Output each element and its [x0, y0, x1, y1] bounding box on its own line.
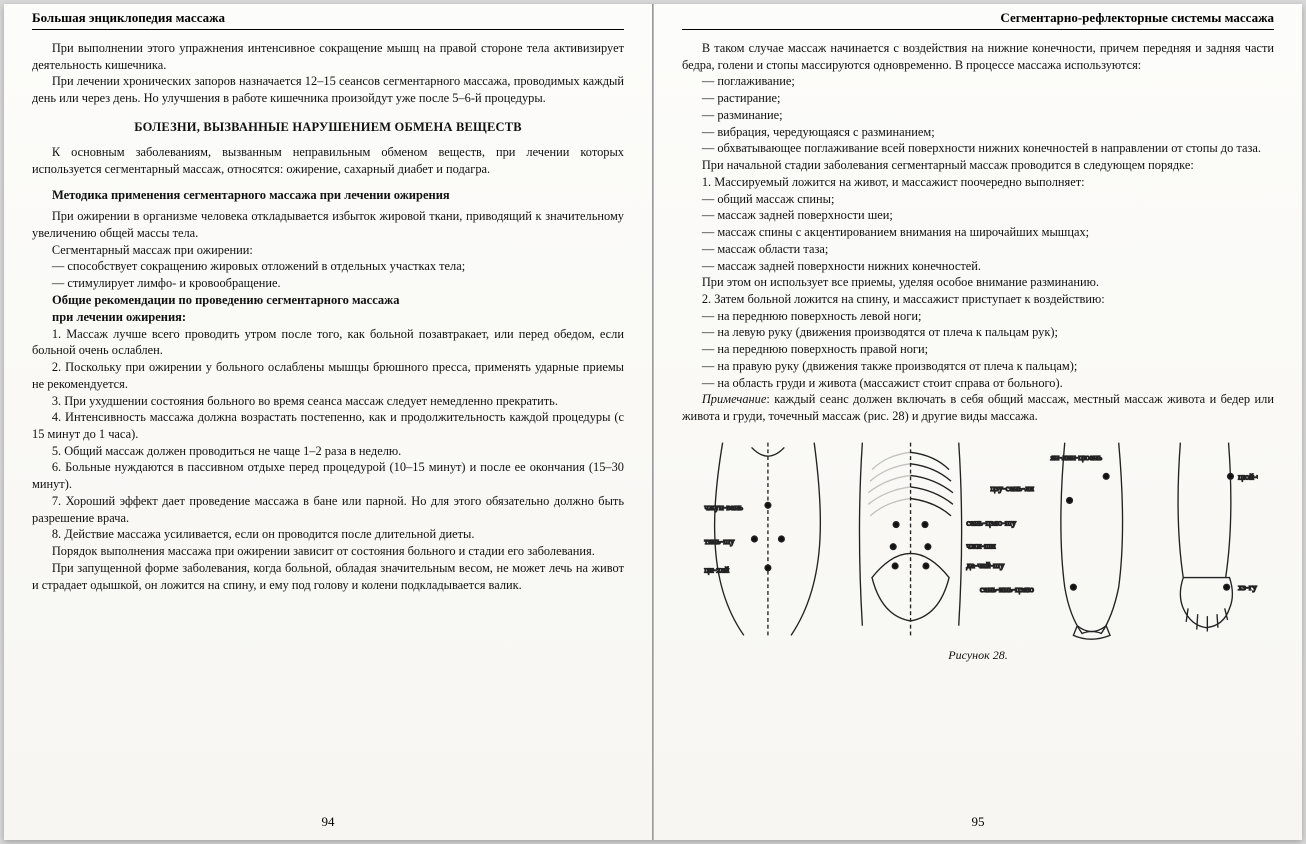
- fig-label: хэ-гу: [1238, 582, 1257, 592]
- list-item: на левую руку (движения производятся от …: [682, 324, 1274, 341]
- numbered-item: 7. Хороший эффект дает проведение массаж…: [32, 493, 624, 526]
- page-left: Большая энциклопедия массажа При выполне…: [4, 4, 653, 840]
- list-item: вибрация, чередующаяся с разминанием;: [682, 124, 1274, 141]
- list-item: массаж задней поверхности шеи;: [682, 207, 1274, 224]
- note-label: Примечание: [702, 392, 767, 406]
- fig-label: сань-цзяо-шу: [966, 517, 1016, 527]
- list-item: на область груди и живота (массажист сто…: [682, 375, 1274, 392]
- list-item: поглаживание;: [682, 73, 1274, 90]
- paragraph: К основным заболеваниям, вызванным непра…: [32, 144, 624, 177]
- fig-label: да-чай-шу: [966, 560, 1005, 570]
- body-left: При выполнении этого упражнения интенсив…: [32, 40, 624, 810]
- paragraph: Порядок выполнения массажа при ожирении …: [32, 543, 624, 560]
- list-item: на правую руку (движения также производя…: [682, 358, 1274, 375]
- list-item: стимулирует лимфо- и кровообращение.: [32, 275, 624, 292]
- list-item: разминание;: [682, 107, 1274, 124]
- paragraph: При лечении хронических запоров назначае…: [32, 73, 624, 106]
- list-item: способствует сокращению жировых отложени…: [32, 258, 624, 275]
- fig-label: чжи-ши: [966, 541, 996, 551]
- fig-label: сань-инь-цзяю: [980, 584, 1034, 594]
- fig-label: цюй-чи: [1238, 471, 1258, 481]
- list-item: массаж области таза;: [682, 241, 1274, 258]
- list-item: на переднюю поверхность правой ноги;: [682, 341, 1274, 358]
- fig-label: ци-хай: [704, 565, 729, 575]
- paragraph: Сегментарный массаж при ожирении:: [32, 242, 624, 259]
- anatomy-diagram-icon: чжун-вань тянь-шу ци-хай: [698, 433, 1258, 645]
- fig-label: чжун-вань: [704, 502, 743, 512]
- list-item: массаж спины с акцентированием внимания …: [682, 224, 1274, 241]
- numbered-item: 4. Интенсивность массажа должна возраста…: [32, 409, 624, 442]
- numbered-item: 1. Массируемый ложится на живот, и масса…: [682, 174, 1274, 191]
- list-item: на переднюю поверхность левой ноги;: [682, 308, 1274, 325]
- note-body: : каждый сеанс должен включать в себя об…: [682, 392, 1274, 423]
- running-head-left: Большая энциклопедия массажа: [32, 10, 624, 30]
- paragraph: В таком случае массаж начинается с возде…: [682, 40, 1274, 73]
- list-item: обхватывающее поглаживание всей поверхно…: [682, 140, 1274, 157]
- numbered-item: 2. Затем больной ложится на спину, и мас…: [682, 291, 1274, 308]
- list-item: общий массаж спины;: [682, 191, 1274, 208]
- numbered-item: 5. Общий массаж должен проводиться не ча…: [32, 443, 624, 460]
- figure-28: чжун-вань тянь-шу ци-хай: [682, 433, 1274, 663]
- book-spread: Большая энциклопедия массажа При выполне…: [4, 4, 1302, 840]
- numbered-item: 3. При ухудшении состояния больного во в…: [32, 393, 624, 410]
- section-heading: БОЛЕЗНИ, ВЫЗВАННЫЕ НАРУШЕНИЕМ ОБМЕНА ВЕЩ…: [32, 119, 624, 136]
- list-item: массаж задней поверхности нижних конечно…: [682, 258, 1274, 275]
- numbered-item: 2. Поскольку при ожирении у больного осл…: [32, 359, 624, 392]
- page-right: Сегментарно-рефлекторные системы массажа…: [653, 4, 1302, 840]
- subsection-heading: Общие рекомендации по проведению сегмент…: [32, 292, 624, 309]
- numbered-item: 1. Массаж лучше всего проводить утром по…: [32, 326, 624, 359]
- body-right: В таком случае массаж начинается с возде…: [682, 40, 1274, 810]
- running-head-right: Сегментарно-рефлекторные системы массажа: [682, 10, 1274, 30]
- numbered-item: 8. Действие массажа усиливается, если он…: [32, 526, 624, 543]
- paragraph: При начальной стадии заболевания сегмент…: [682, 157, 1274, 174]
- subsection-heading: при лечении ожирения:: [32, 309, 624, 326]
- fig-label: ян-лин-цюань: [1051, 452, 1103, 462]
- page-number-left: 94: [32, 814, 624, 830]
- list-item: растирание;: [682, 90, 1274, 107]
- subsection-heading: Методика применения сегментарного массаж…: [32, 187, 624, 204]
- paragraph: При выполнении этого упражнения интенсив…: [32, 40, 624, 73]
- note-paragraph: Примечание: каждый сеанс должен включать…: [682, 391, 1274, 424]
- fig-label: цзу-сань-ли: [990, 483, 1034, 493]
- page-number-right: 95: [682, 814, 1274, 830]
- fig-label: тянь-шу: [704, 536, 735, 546]
- paragraph: При ожирении в организме человека отклад…: [32, 208, 624, 241]
- paragraph: При запущенной форме заболевания, когда …: [32, 560, 624, 593]
- numbered-item: 6. Больные нуждаются в пассивном отдыхе …: [32, 459, 624, 492]
- paragraph: При этом он использует все приемы, уделя…: [682, 274, 1274, 291]
- figure-caption: Рисунок 28.: [682, 647, 1274, 663]
